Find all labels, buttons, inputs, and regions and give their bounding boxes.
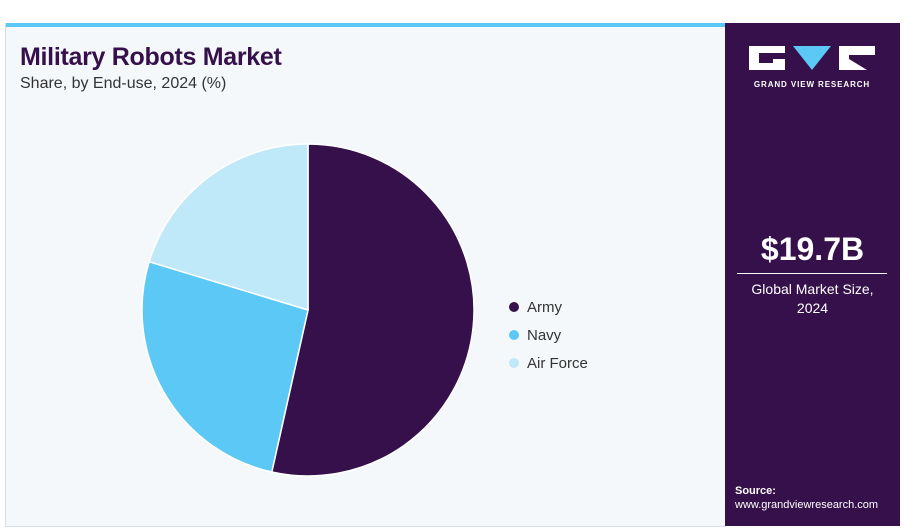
gvr-logo-icon	[749, 46, 875, 70]
market-size-label: Global Market Size, 2024	[751, 281, 874, 316]
company-logo: GRAND VIEW RESEARCH	[749, 45, 875, 89]
source-label: Source:	[735, 485, 776, 497]
legend-label: Navy	[527, 326, 562, 344]
pie-slice-air-force	[148, 143, 309, 312]
pie-slice-army	[270, 143, 475, 477]
logo-text: GRAND VIEW RESEARCH	[753, 80, 871, 89]
source-url: www.grandviewresearch.com	[735, 499, 879, 511]
market-size-value: $19.7B	[760, 231, 865, 267]
legend-swatch	[509, 358, 519, 368]
legend-item: Navy	[509, 321, 588, 349]
chart-subtitle: Share, by End-use, 2024 (%)	[20, 75, 227, 92]
legend-label: Army	[527, 298, 562, 316]
legend-item: Army	[509, 293, 588, 321]
chart-card: Military Robots Market Share, by End-use…	[5, 23, 726, 527]
pie-chart	[141, 143, 475, 477]
accent-bar	[6, 23, 726, 27]
info-sidebar: GRAND VIEW RESEARCH $19.7B Global Market…	[725, 23, 900, 526]
chart-legend: Army Navy Air Force	[509, 293, 588, 377]
legend-label: Air Force	[527, 354, 588, 372]
legend-swatch	[509, 330, 519, 340]
legend-swatch	[509, 302, 519, 312]
chart-title: Military Robots Market	[20, 43, 282, 71]
legend-item: Air Force	[509, 349, 588, 377]
pie-slice-navy	[141, 260, 309, 473]
divider	[737, 273, 887, 274]
